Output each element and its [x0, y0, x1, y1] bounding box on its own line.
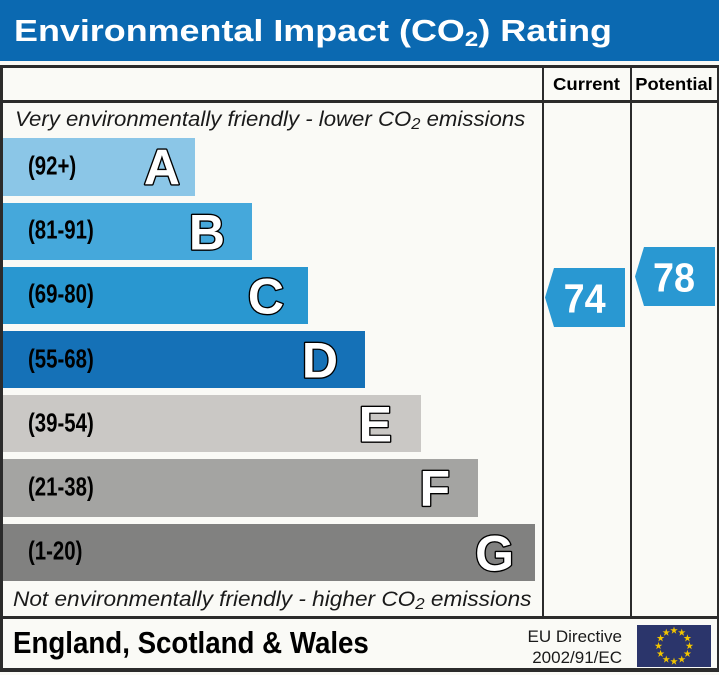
svg-text:G: G	[475, 525, 514, 580]
svg-text:B: B	[189, 204, 225, 259]
svg-text:C: C	[247, 268, 283, 323]
svg-text:F: F	[419, 461, 450, 516]
svg-text:74: 74	[564, 276, 606, 322]
svg-text:D: D	[302, 332, 338, 387]
svg-text:E: E	[358, 397, 391, 452]
svg-text:78: 78	[653, 255, 695, 301]
svg-text:A: A	[143, 140, 179, 195]
